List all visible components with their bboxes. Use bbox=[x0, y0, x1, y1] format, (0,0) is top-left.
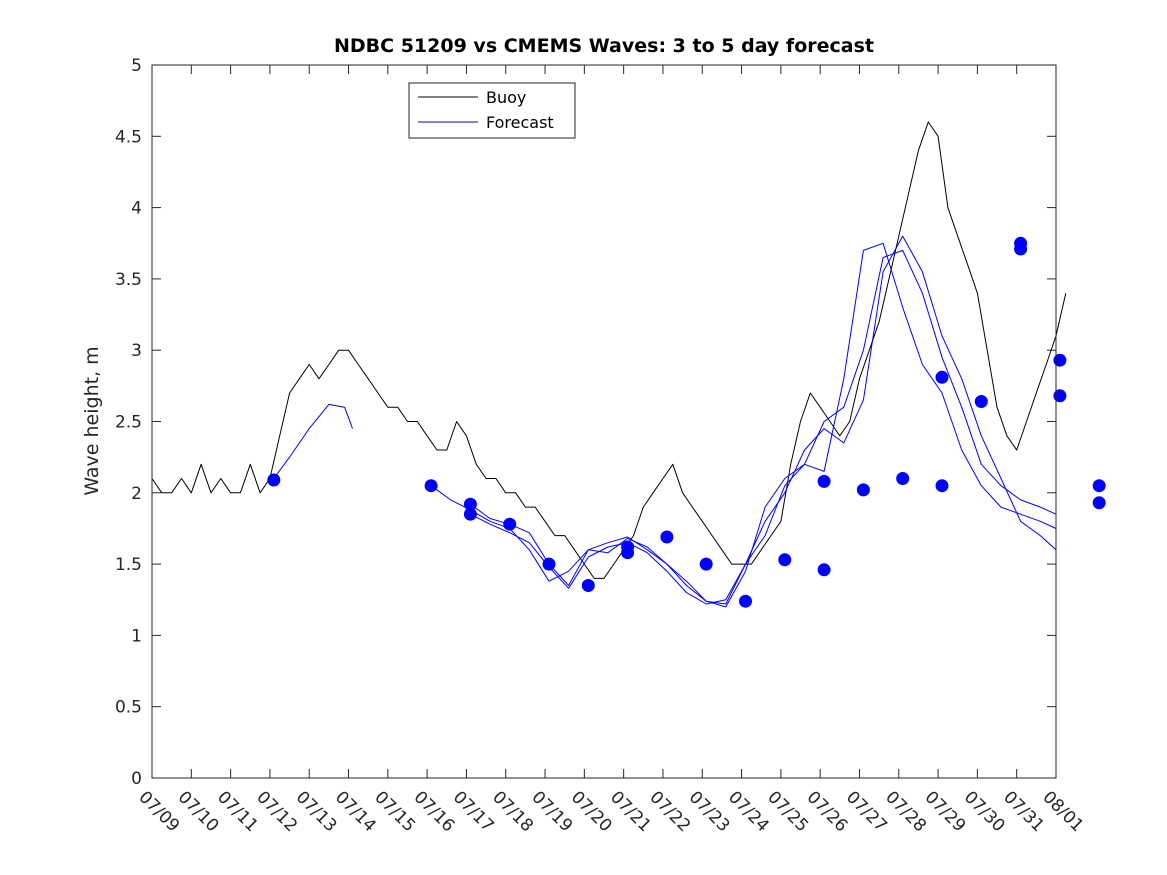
marker-layer bbox=[267, 236, 1106, 608]
forecast-series-line-3 bbox=[470, 249, 1057, 608]
forecast-point bbox=[699, 557, 713, 571]
forecast-point bbox=[542, 557, 556, 571]
forecast-point bbox=[503, 517, 517, 531]
forecast-point bbox=[974, 395, 988, 408]
legend: Buoy Forecast bbox=[408, 82, 576, 139]
forecast-point bbox=[621, 546, 635, 560]
forecast-point bbox=[778, 553, 792, 567]
forecast-point bbox=[424, 479, 438, 493]
y-tick-label: 0.5 bbox=[115, 698, 142, 718]
buoy-series-line bbox=[151, 121, 1067, 579]
y-tick-label: 2 bbox=[131, 484, 142, 504]
forecast-point bbox=[581, 579, 595, 592]
forecast-point bbox=[935, 479, 949, 493]
forecast-point bbox=[817, 563, 831, 577]
forecast-point bbox=[463, 507, 477, 521]
legend-buoy-label: Buoy bbox=[486, 88, 526, 107]
series-layer bbox=[151, 121, 1067, 608]
forecast-point bbox=[1014, 242, 1028, 256]
y-tick-label: 0 bbox=[131, 769, 142, 789]
forecast-point bbox=[896, 472, 910, 485]
y-tick-label: 3 bbox=[131, 341, 142, 361]
y-tick-label: 1.5 bbox=[115, 555, 142, 575]
y-axis-label: Wave height, m bbox=[81, 346, 103, 495]
y-tick-label: 5 bbox=[131, 56, 142, 76]
y-tick-label: 3.5 bbox=[115, 270, 142, 290]
forecast-point bbox=[739, 594, 752, 608]
y-tick-label: 1 bbox=[131, 626, 142, 646]
forecast-point bbox=[267, 473, 281, 487]
forecast-point bbox=[817, 474, 831, 488]
y-tick-label: 2.5 bbox=[115, 413, 142, 433]
forecast-point bbox=[935, 370, 949, 384]
y-tick-label: 4 bbox=[131, 199, 142, 219]
plot-area bbox=[152, 65, 1056, 778]
legend-box bbox=[408, 82, 576, 139]
forecast-point bbox=[1092, 496, 1106, 510]
forecast-series-line-1 bbox=[273, 403, 353, 479]
y-tick-label: 4.5 bbox=[115, 127, 142, 147]
forecast-point bbox=[660, 530, 674, 544]
forecast-point bbox=[463, 497, 477, 511]
forecast-point bbox=[1053, 353, 1067, 367]
legend-forecast-label: Forecast bbox=[486, 113, 554, 132]
y-axis: 0 0.5 1 1.5 2 2.5 3 3.5 4 4.5 5 bbox=[115, 56, 1056, 789]
forecast-point bbox=[856, 483, 870, 497]
forecast-point bbox=[1053, 389, 1067, 403]
forecast-series-line-4 bbox=[470, 235, 1057, 605]
forecast-point bbox=[1092, 479, 1106, 493]
chart-title: NDBC 51209 vs CMEMS Waves: 3 to 5 day fo… bbox=[334, 35, 874, 57]
